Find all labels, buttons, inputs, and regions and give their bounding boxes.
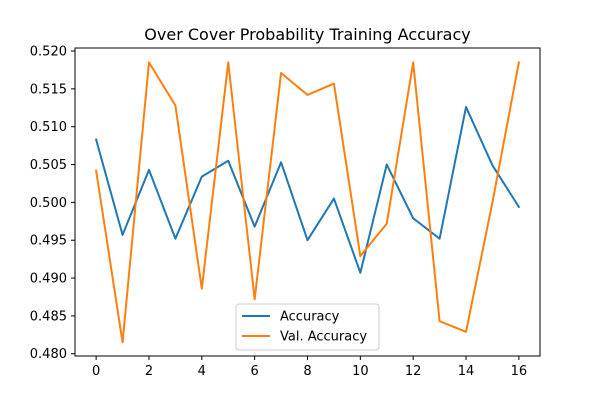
y-tick-label: 0.485 [30,309,67,324]
x-tick-label: 14 [458,364,475,379]
y-tick-label: 0.510 [30,120,67,135]
x-tick-label: 10 [352,364,369,379]
x-tick-label: 2 [145,364,153,379]
y-tick-label: 0.505 [30,158,67,173]
legend-label-accuracy: Accuracy [280,310,340,325]
chart-title: Over Cover Probability Training Accuracy [144,25,470,44]
x-tick-label: 8 [303,364,311,379]
y-tick-label: 0.490 [30,272,67,287]
x-tick-label: 6 [251,364,259,379]
legend-label-val-accuracy: Val. Accuracy [280,330,367,345]
x-tick-label: 4 [198,364,206,379]
y-axis: 0.480 0.485 0.490 0.495 0.500 0.505 0.510 0.515… [30,45,75,362]
series-lines [94,61,521,344]
series-line-val-accuracy [94,61,521,344]
y-tick-label: 0.480 [30,347,67,362]
y-tick-label: 0.520 [30,45,67,60]
series-line-accuracy [94,106,521,274]
y-tick-label: 0.515 [30,82,67,97]
x-axis: 0 2 4 6 8 10 12 14 16 [92,356,527,379]
x-tick-label: 0 [92,364,100,379]
x-tick-label: 16 [511,364,528,379]
x-tick-label: 12 [405,364,422,379]
legend-box [235,303,380,351]
y-tick-label: 0.500 [30,196,67,211]
y-tick-label: 0.495 [30,234,67,249]
legend: Accuracy Val. Accuracy [235,303,380,351]
